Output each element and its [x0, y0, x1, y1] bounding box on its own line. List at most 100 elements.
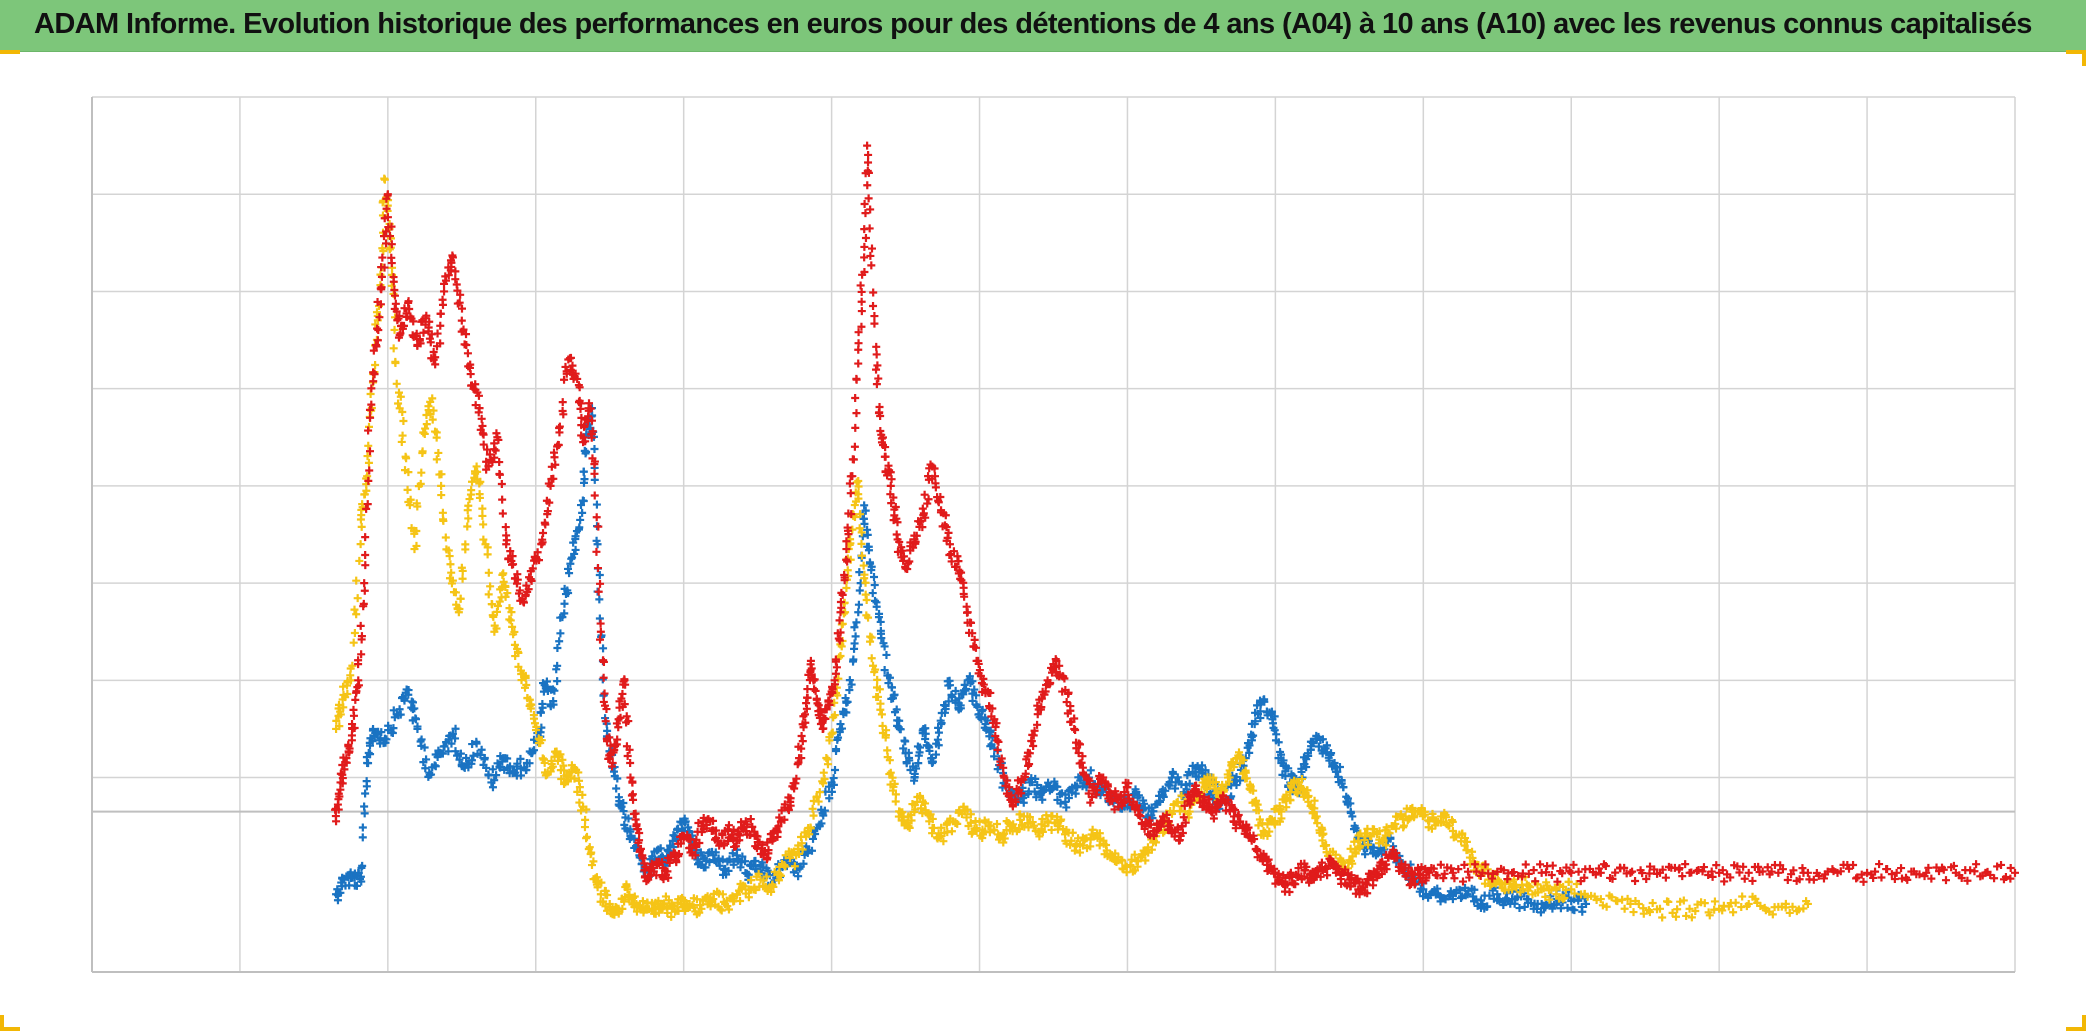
data-point — [705, 858, 714, 867]
data-point — [1337, 776, 1346, 785]
data-point — [419, 428, 428, 437]
corner-accent-tr-h — [2066, 50, 2086, 54]
data-point — [619, 807, 628, 816]
data-point — [1256, 714, 1265, 723]
data-point — [944, 697, 953, 706]
data-point — [556, 629, 565, 638]
data-point — [416, 479, 425, 488]
data-point — [848, 525, 857, 534]
data-point — [431, 762, 440, 771]
data-point — [412, 499, 421, 508]
data-point — [1139, 796, 1148, 805]
data-point — [876, 617, 885, 626]
data-point — [516, 771, 525, 780]
data-point — [477, 745, 486, 754]
data-point — [741, 857, 750, 866]
data-point — [829, 780, 838, 789]
data-point — [488, 765, 497, 774]
data-point — [820, 806, 829, 815]
data-point — [924, 741, 933, 750]
data-point — [579, 467, 588, 476]
data-point — [884, 679, 893, 688]
data-point — [850, 639, 859, 648]
data-point — [1335, 763, 1344, 772]
data-point — [599, 644, 608, 653]
data-point — [360, 809, 369, 818]
data-point — [864, 546, 873, 555]
data-point — [838, 724, 847, 733]
data-point — [872, 602, 881, 611]
data-point — [478, 504, 487, 513]
data-point — [479, 535, 488, 544]
data-point — [362, 486, 371, 495]
data-point — [484, 568, 493, 577]
data-point — [978, 705, 987, 714]
data-point — [595, 571, 604, 580]
data-point — [901, 737, 910, 746]
data-point — [503, 589, 512, 598]
data-point — [880, 666, 889, 675]
data-point — [461, 540, 470, 549]
data-point — [513, 759, 522, 768]
data-point — [455, 755, 464, 764]
data-point — [1361, 850, 1370, 859]
data-point — [550, 686, 559, 695]
data-point — [467, 756, 476, 765]
data-point — [854, 600, 863, 609]
data-point — [851, 632, 860, 641]
data-point — [817, 819, 826, 828]
data-point — [1251, 717, 1260, 726]
data-point — [391, 359, 400, 368]
data-point — [1260, 697, 1269, 706]
data-point — [495, 597, 504, 606]
data-point — [489, 612, 498, 621]
data-point — [1570, 906, 1579, 915]
data-point — [476, 750, 485, 759]
data-point — [836, 652, 845, 661]
data-point — [538, 703, 547, 712]
data-point — [956, 704, 965, 713]
data-point — [578, 508, 587, 517]
data-point — [865, 558, 874, 567]
data-point — [343, 689, 352, 698]
corner-accent-bl-h — [0, 1027, 20, 1031]
data-point — [910, 773, 919, 782]
data-point — [418, 447, 427, 456]
data-point — [1483, 902, 1492, 911]
data-point — [488, 783, 497, 792]
data-point — [396, 710, 405, 719]
data-point — [1134, 791, 1143, 800]
data-point — [987, 740, 996, 749]
data-point — [394, 399, 403, 408]
data-point — [421, 764, 430, 773]
data-point — [478, 511, 487, 520]
data-point — [871, 596, 880, 605]
data-point — [463, 522, 472, 531]
data-point — [413, 722, 422, 731]
plot-background — [92, 97, 2015, 972]
data-point — [387, 281, 396, 290]
data-point — [1297, 764, 1306, 773]
data-point — [451, 734, 460, 743]
data-point — [432, 433, 441, 442]
data-point — [807, 846, 816, 855]
data-point — [1277, 750, 1286, 759]
data-point — [882, 650, 891, 659]
data-point — [355, 556, 364, 565]
data-point — [1309, 739, 1318, 748]
data-point — [350, 605, 359, 614]
data-point — [553, 677, 562, 686]
data-point — [422, 420, 431, 429]
data-point — [955, 694, 964, 703]
data-point — [1169, 769, 1178, 778]
data-point — [875, 609, 884, 618]
data-point — [860, 519, 869, 528]
data-point — [498, 570, 507, 579]
data-point — [847, 680, 856, 689]
data-point — [560, 609, 569, 618]
data-point — [402, 454, 411, 463]
data-point — [1346, 799, 1355, 808]
data-point — [1267, 707, 1276, 716]
data-point — [849, 657, 858, 666]
data-point — [1327, 749, 1336, 758]
